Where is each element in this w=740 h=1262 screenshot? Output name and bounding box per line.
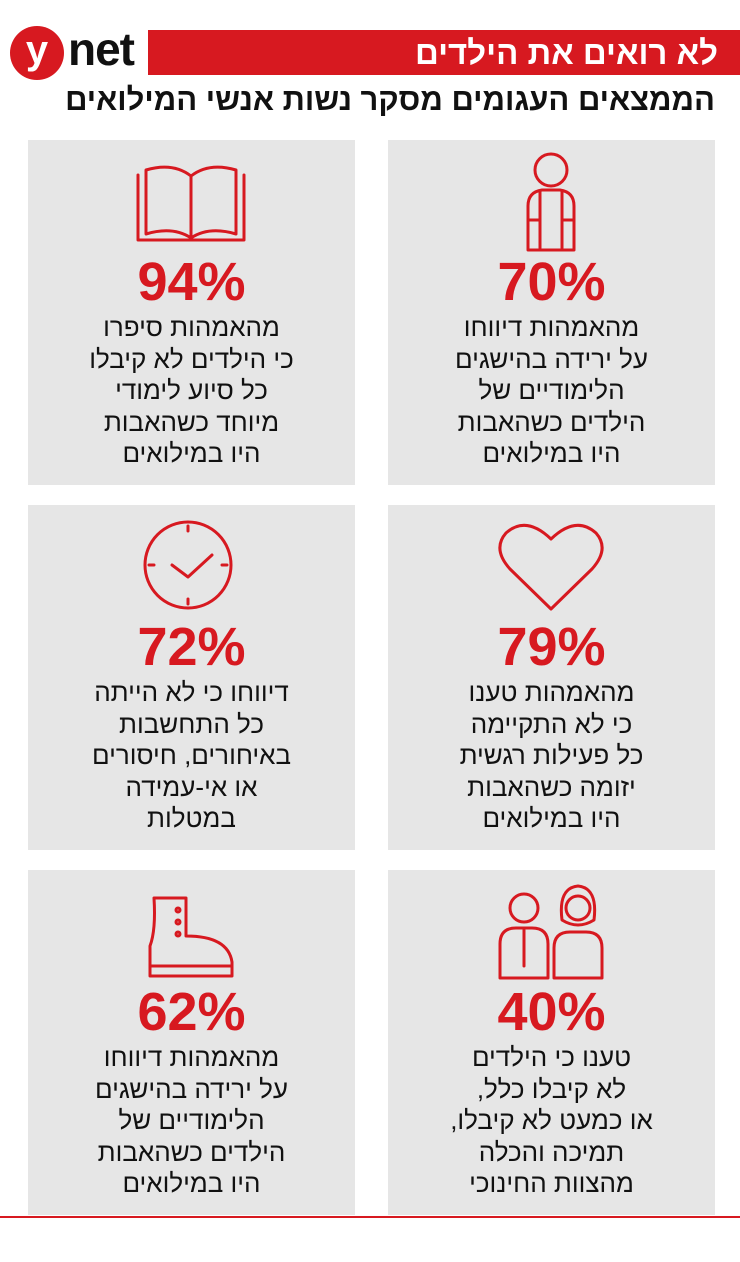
description-line: היו במילואים xyxy=(122,1168,261,1198)
bottom-rule xyxy=(0,1216,740,1218)
percent: 72% xyxy=(137,617,246,677)
description-line: דיווחו כי לא הייתה xyxy=(94,677,289,707)
title-banner xyxy=(148,30,740,75)
description-line: כל התחשבות xyxy=(119,708,264,739)
card: 94% מהאמהות סיפרו כי הילדים לא קיבלו כל סיו… xyxy=(28,140,355,485)
description-line: מהאמהות דיווחו xyxy=(103,1042,280,1072)
card: 40% טענו כי הילדים לא קיבלו כלל, או כמעט לא… xyxy=(388,870,715,1215)
percent: 79% xyxy=(497,617,606,677)
card: 70% מהאמהות דיווחו על ירידה בהישגים הלימודי… xyxy=(388,140,715,485)
percent: 62% xyxy=(137,982,246,1042)
card: 79% מהאמהות טענו כי לא התקיימה כל פעילות רג… xyxy=(388,505,715,850)
description-line: כי לא התקיימה xyxy=(470,708,633,739)
title: לא רואים את הילדים xyxy=(414,34,718,71)
description: מהאמהות דיווחו על ירידה בהישגים הלימודיים … xyxy=(388,312,715,470)
card: 72% דיווחו כי לא הייתה כל התחשבות באיחורים,… xyxy=(28,505,355,850)
description-line: הילדים כשהאבות xyxy=(457,406,646,437)
subtitle: הממצאים העגומים מסקר נשות אנשי המילואים xyxy=(65,82,715,117)
description-line: מהאמהות דיווחו xyxy=(463,312,640,342)
description-line: על ירידה בהישגים xyxy=(455,343,648,374)
description-line: כי הילדים לא קיבלו xyxy=(89,343,294,374)
description-line: כל פעילות רגשית xyxy=(459,740,644,770)
icon-person xyxy=(526,152,576,252)
description-line: מיוחד כשהאבות xyxy=(103,406,280,437)
icon-clock xyxy=(143,520,233,610)
percent: 94% xyxy=(137,252,246,312)
description: טענו כי הילדים לא קיבלו כלל, או כמעט לא קי… xyxy=(388,1042,715,1200)
description-line: או אי-עמידה xyxy=(125,771,258,802)
description: מהאמהות טענו כי לא התקיימה כל פעילות רגשית… xyxy=(388,677,715,835)
description-line: היו במילואים xyxy=(122,438,261,468)
description-line: הלימודיים של xyxy=(478,375,625,405)
description-line: על ירידה בהישגים xyxy=(95,1073,288,1104)
percent: 70% xyxy=(497,252,606,312)
description: מהאמהות סיפרו כי הילדים לא קיבלו כל סיוע ל… xyxy=(28,312,355,470)
description-line: מהצוות החינוכי xyxy=(469,1168,634,1198)
description-line: מהאמהות טענו xyxy=(468,677,635,707)
description-line: הילדים כשהאבות xyxy=(97,1136,286,1167)
logo-net: net xyxy=(68,23,135,75)
percent: 40% xyxy=(497,982,606,1042)
icon-book xyxy=(136,165,246,242)
description-line: יזומה כשהאבות xyxy=(467,771,636,802)
description: דיווחו כי לא הייתה כל התחשבות באיחורים, חי… xyxy=(28,677,355,835)
icon-heart xyxy=(498,523,604,611)
description-line: היו במילואים xyxy=(482,438,621,468)
description: מהאמהות דיווחו על ירידה בהישגים הלימודיים … xyxy=(28,1042,355,1200)
description-line: באיחורים, חיסורים xyxy=(91,740,292,770)
description-line: מהאמהות סיפרו xyxy=(103,312,280,342)
description-line: היו במילואים xyxy=(482,803,621,833)
description-line: טענו כי הילדים xyxy=(471,1042,632,1072)
icon-boot xyxy=(148,896,234,978)
description-line: לא קיבלו כלל, xyxy=(476,1073,627,1104)
icon-parents xyxy=(498,884,604,980)
logo-y: y xyxy=(10,26,64,80)
description-line: או כמעט לא קיבלו, xyxy=(450,1105,653,1135)
description-line: כל סיוע לימודי xyxy=(115,375,268,405)
description-line: הלימודיים של xyxy=(118,1105,265,1135)
card: 62% מהאמהות דיווחו על ירידה בהישגים הלימודי… xyxy=(28,870,355,1215)
description-line: תמיכה והכלה xyxy=(478,1136,625,1167)
description-line: במטלות xyxy=(147,803,236,833)
